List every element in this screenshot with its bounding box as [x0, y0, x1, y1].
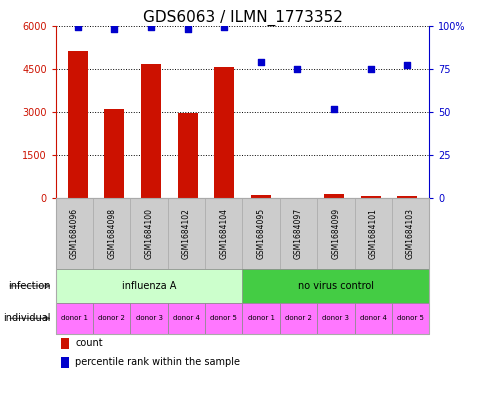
Text: GSM1684097: GSM1684097: [293, 208, 302, 259]
Point: [293, 66, 301, 72]
Bar: [250, 195, 271, 198]
Text: GDS6063 / ILMN_1773352: GDS6063 / ILMN_1773352: [142, 10, 342, 26]
Point: [403, 62, 410, 68]
Text: donor 2: donor 2: [285, 315, 311, 321]
Text: GSM1684096: GSM1684096: [70, 208, 79, 259]
Text: GSM1684103: GSM1684103: [405, 208, 414, 259]
Point: [183, 26, 191, 32]
Point: [220, 24, 227, 30]
Text: GSM1684101: GSM1684101: [368, 208, 377, 259]
Point: [257, 59, 264, 65]
Text: GSM1684095: GSM1684095: [256, 208, 265, 259]
Bar: [141, 64, 161, 198]
Text: percentile rank within the sample: percentile rank within the sample: [75, 357, 240, 367]
Text: individual: individual: [3, 313, 51, 323]
Text: donor 4: donor 4: [359, 315, 386, 321]
Text: donor 3: donor 3: [322, 315, 348, 321]
Text: GSM1684099: GSM1684099: [331, 208, 340, 259]
Bar: [360, 196, 380, 198]
Text: donor 1: donor 1: [61, 315, 88, 321]
Text: GSM1684100: GSM1684100: [144, 208, 153, 259]
Text: influenza A: influenza A: [121, 281, 176, 291]
Text: count: count: [75, 338, 103, 349]
Point: [366, 66, 374, 72]
Point: [147, 24, 154, 30]
Bar: [396, 196, 416, 198]
Point: [110, 26, 118, 32]
Text: donor 5: donor 5: [210, 315, 237, 321]
Text: GSM1684098: GSM1684098: [107, 208, 116, 259]
Text: infection: infection: [8, 281, 51, 291]
Point: [330, 105, 337, 112]
Text: GSM1684104: GSM1684104: [219, 208, 228, 259]
Text: no virus control: no virus control: [297, 281, 373, 291]
Bar: [104, 109, 124, 198]
Bar: [177, 114, 197, 198]
Point: [74, 24, 81, 30]
Bar: [213, 67, 234, 198]
Bar: [68, 51, 88, 198]
Text: donor 5: donor 5: [396, 315, 423, 321]
Text: GSM1684102: GSM1684102: [182, 208, 191, 259]
Text: donor 3: donor 3: [136, 315, 162, 321]
Text: donor 4: donor 4: [173, 315, 199, 321]
Bar: [323, 194, 343, 198]
Text: donor 1: donor 1: [247, 315, 274, 321]
Text: donor 2: donor 2: [98, 315, 125, 321]
